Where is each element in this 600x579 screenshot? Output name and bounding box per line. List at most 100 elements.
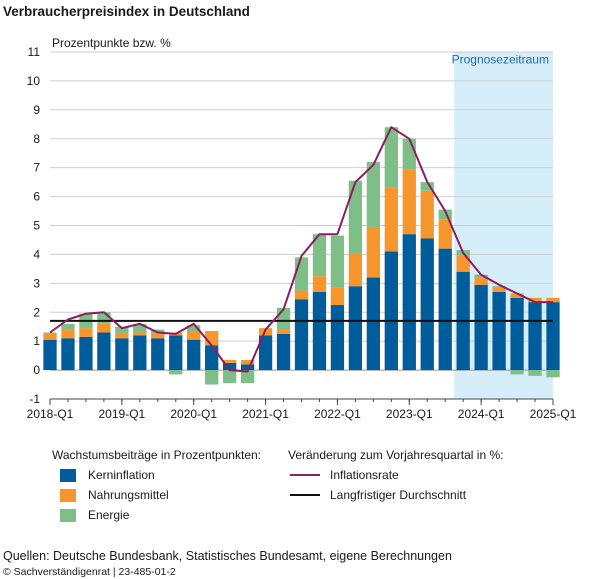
bar-energie — [205, 370, 219, 385]
bar-nahrungsmittel — [348, 252, 363, 287]
bar-energie — [420, 182, 434, 191]
bar-kerninflation — [492, 292, 506, 371]
bar-nahrungsmittel — [61, 329, 75, 339]
legend-swatch-nahrungsmittel — [60, 488, 76, 502]
bar-energie — [384, 127, 398, 188]
bar-nahrungsmittel — [276, 329, 291, 334]
bar-kerninflation — [546, 302, 560, 371]
bar-energie — [438, 209, 452, 220]
bar-kerninflation — [97, 332, 111, 371]
bar-nahrungsmittel — [187, 331, 201, 340]
bar-kerninflation — [133, 335, 147, 371]
bar-energie — [294, 257, 309, 291]
bar-energie — [546, 370, 560, 378]
bar-nahrungsmittel — [240, 359, 255, 365]
y-unit-label: Prozentpunkte bzw. % — [52, 36, 171, 50]
bar-nahrungsmittel — [546, 297, 560, 303]
bar-nahrungsmittel — [330, 287, 345, 306]
legend-label-durchschnitt: Langfristiger Durchschnitt — [330, 488, 467, 502]
bar-nahrungsmittel — [294, 290, 309, 300]
bar-energie — [187, 325, 201, 332]
legend-swatch-energie — [60, 508, 76, 522]
legend-label-nahrungsmittel: Nahrungsmittel — [88, 488, 169, 502]
bar-energie — [312, 234, 327, 277]
bar-energie — [474, 274, 488, 278]
bar-nahrungsmittel — [438, 219, 452, 249]
forecast-label: Prognosezeitraum — [452, 53, 549, 67]
bar-nahrungsmittel — [312, 276, 327, 293]
copyright-note: © Sachverständigenrat | 23-485-01-2 — [3, 566, 176, 578]
legend-label-inflationsrate: Inflationsrate — [330, 468, 399, 482]
y-tick-label: 10 — [27, 74, 41, 88]
x-tick-label: 2024-Q1 — [458, 407, 505, 421]
bar-energie — [276, 307, 291, 330]
sources-note: Quellen: Deutsche Bundesbank, Statistisc… — [3, 549, 452, 563]
bar-kerninflation — [402, 234, 416, 371]
legend-heading-contributions: Wachstumsbeiträge in Prozentpunkten: — [52, 448, 261, 462]
legend-item-energie: Energie — [60, 508, 129, 522]
x-tick-label: 2018-Q1 — [27, 407, 74, 421]
bar-energie — [222, 370, 237, 384]
bar-energie — [169, 370, 183, 375]
y-tick-label: 1 — [33, 334, 40, 348]
bar-kerninflation — [43, 339, 57, 371]
x-tick-label: 2021-Q1 — [242, 407, 289, 421]
legend-line-durchschnitt — [290, 494, 320, 496]
bar-kerninflation — [276, 333, 291, 371]
legend-item-nahrungsmittel: Nahrungsmittel — [60, 488, 169, 502]
y-tick-label: 3 — [33, 276, 40, 290]
bar-nahrungsmittel — [97, 323, 111, 333]
x-tick-label: 2019-Q1 — [99, 407, 146, 421]
bar-nahrungsmittel — [402, 169, 416, 235]
y-tick-label: 9 — [33, 103, 40, 117]
bar-kerninflation — [420, 238, 434, 371]
x-tick-label: 2022-Q1 — [314, 407, 361, 421]
legend-item-durchschnitt: Langfristiger Durchschnitt — [290, 488, 466, 502]
bar-nahrungsmittel — [43, 333, 57, 340]
bar-energie — [61, 323, 75, 330]
bar-energie — [330, 235, 345, 288]
bar-kerninflation — [79, 336, 93, 371]
bar-energie — [348, 180, 363, 253]
x-tick-label: 2020-Q1 — [170, 407, 217, 421]
bar-nahrungsmittel — [133, 332, 147, 336]
bar-nahrungsmittel — [510, 293, 524, 298]
legend-label-kerninflation: Kerninflation — [88, 468, 155, 482]
bar-energie — [366, 161, 381, 227]
bar-nahrungsmittel — [492, 287, 506, 293]
y-tick-label: 0 — [33, 363, 40, 377]
bar-nahrungsmittel — [528, 297, 542, 303]
y-tick-label: 5 — [33, 219, 40, 233]
bar-energie — [528, 370, 542, 376]
bar-energie — [133, 323, 147, 333]
bar-nahrungsmittel — [366, 226, 381, 278]
bar-nahrungsmittel — [151, 333, 165, 339]
bar-nahrungsmittel — [222, 359, 237, 363]
bar-nahrungsmittel — [474, 277, 488, 285]
bar-kerninflation — [258, 335, 273, 371]
legend-item-inflationsrate: Inflationsrate — [290, 468, 399, 482]
bar-kerninflation — [151, 338, 165, 371]
legend-item-kerninflation: Kerninflation — [60, 468, 155, 482]
bar-kerninflation — [294, 299, 309, 371]
y-tick-label: 7 — [33, 161, 40, 175]
bar-energie — [510, 370, 524, 375]
bar-kerninflation — [312, 292, 327, 371]
bar-kerninflation — [169, 335, 183, 371]
bar-energie — [115, 326, 129, 334]
bar-kerninflation — [474, 284, 488, 371]
y-tick-label: -1 — [29, 392, 40, 406]
legend-line-inflationsrate — [290, 474, 320, 476]
bar-energie — [97, 312, 111, 324]
x-tick-label: 2025-Q1 — [530, 407, 577, 421]
bar-kerninflation — [330, 305, 345, 371]
legend-heading-change: Veränderung zum Vorjahresquartal in %: — [288, 448, 504, 462]
bar-kerninflation — [115, 338, 129, 371]
bar-nahrungsmittel — [420, 190, 434, 239]
bar-kerninflation — [348, 286, 363, 371]
cpi-chart: Prognosezeitraum -1 0 1 2 3 4 5 6 7 8 9 10 11 2018-Q1 2… — [27, 45, 577, 421]
bar-nahrungsmittel — [115, 333, 129, 339]
bar-energie — [402, 138, 416, 170]
bar-kerninflation — [438, 248, 452, 371]
y-tick-label: 4 — [33, 247, 40, 261]
